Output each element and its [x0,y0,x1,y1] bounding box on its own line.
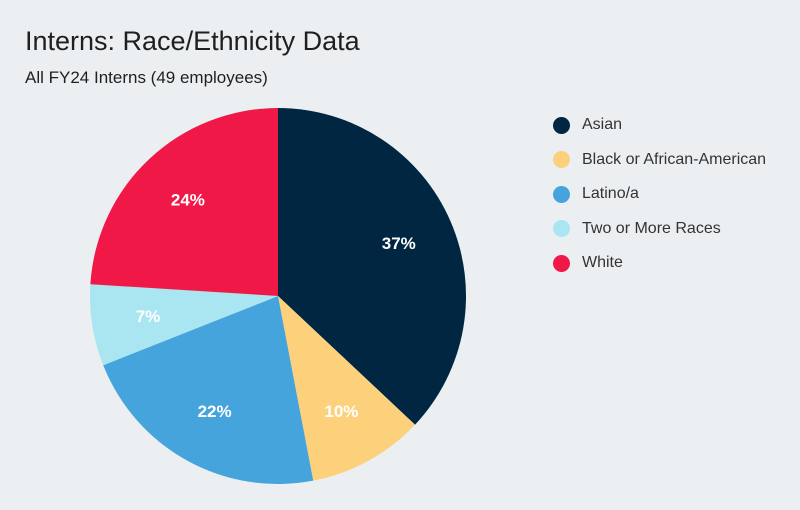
legend-item: Black or African-American [553,143,766,178]
pie-slice-latino-a [103,296,314,485]
legend-label: Latino/a [582,185,639,203]
legend-swatch [553,254,570,272]
chart-subtitle: All FY24 Interns (49 employees) [25,68,268,87]
pie-slice-label: 22% [198,402,232,421]
legend-swatch [553,151,570,169]
legend-item: Two or More Races [553,212,766,247]
legend-swatch [553,220,570,238]
pie-slice-label: 24% [171,191,205,210]
chart-legend: Asian Black or African-American Latino/a Tw… [553,108,766,281]
legend-swatch [553,116,570,134]
legend-item: Latino/a [553,177,766,212]
pie-slice-labels: 37% 10% 22% 7% 24% [136,191,416,421]
legend-swatch [553,185,570,203]
pie-slice-two-or-more-races [90,284,278,366]
pie-slice-black-or-african-american [278,296,416,481]
pie-slice-label: 7% [136,307,161,326]
legend-label: Two or More Races [582,219,721,237]
pie-slice-white [90,108,278,296]
pie-slice-label: 37% [382,234,416,253]
legend-item: White [553,246,766,281]
pie-slice-asian [278,108,466,425]
pie-slice-label: 10% [324,402,358,421]
chart-title: Interns: Race/Ethnicity Data [25,26,360,56]
pie-slices [90,108,466,485]
legend-label: Black or African-American [582,150,767,168]
legend-label: Asian [582,116,623,134]
legend-item: Asian [553,108,766,143]
legend-label: White [582,254,623,272]
